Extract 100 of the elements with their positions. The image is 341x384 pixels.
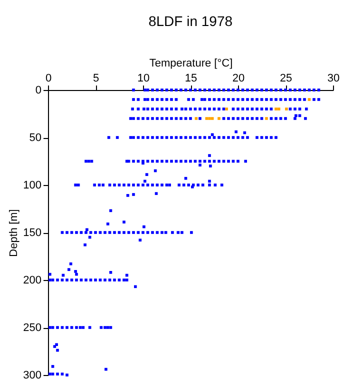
point [160, 231, 164, 234]
point [294, 117, 296, 120]
point [308, 88, 311, 92]
point [146, 98, 150, 101]
point [227, 160, 230, 163]
point [212, 108, 216, 110]
point [222, 98, 226, 101]
y-tick-label: 200 [23, 274, 42, 286]
point [146, 117, 150, 120]
point [160, 184, 164, 186]
point [107, 136, 110, 139]
point [198, 164, 202, 166]
point [304, 108, 308, 110]
point [132, 160, 135, 163]
point [192, 98, 195, 101]
point [265, 136, 268, 139]
point [70, 278, 74, 282]
point [298, 88, 302, 92]
point [156, 88, 159, 92]
point [122, 278, 126, 282]
point [265, 117, 268, 120]
point [113, 184, 116, 186]
point [284, 88, 287, 92]
point [208, 136, 211, 139]
point [142, 231, 144, 234]
point [294, 98, 296, 101]
point [98, 278, 102, 282]
point [256, 108, 258, 110]
point [225, 108, 228, 110]
point [303, 88, 306, 92]
point [312, 88, 316, 92]
point [154, 169, 157, 172]
point [236, 98, 240, 101]
point [270, 98, 273, 101]
point [132, 193, 135, 196]
point [160, 117, 164, 120]
point [74, 184, 77, 186]
point [298, 98, 302, 101]
point [201, 184, 204, 186]
point [214, 184, 217, 186]
point [132, 136, 135, 139]
point [136, 98, 140, 101]
point [198, 160, 202, 163]
point [232, 98, 235, 101]
point [170, 98, 173, 101]
point [246, 98, 249, 101]
point [118, 278, 121, 282]
point [75, 326, 78, 329]
point [222, 88, 226, 92]
point [174, 88, 178, 92]
point [256, 88, 258, 92]
point [241, 117, 244, 120]
point [288, 88, 292, 92]
point [108, 184, 112, 186]
point [164, 231, 168, 234]
point [189, 160, 192, 163]
point [151, 98, 154, 101]
point [212, 136, 216, 139]
point [210, 133, 214, 136]
point [87, 160, 90, 163]
point [189, 136, 192, 139]
point [194, 136, 197, 139]
point [234, 130, 238, 134]
point [108, 278, 112, 282]
point [51, 372, 54, 376]
point [222, 108, 226, 110]
point [241, 98, 244, 101]
point [66, 326, 68, 329]
point [198, 136, 202, 139]
point [104, 278, 106, 282]
point [200, 98, 204, 101]
x-tick-label: 20 [232, 72, 245, 84]
point [218, 136, 220, 139]
point [75, 278, 78, 282]
point [279, 88, 282, 92]
point [203, 88, 206, 92]
point [156, 136, 159, 139]
point [165, 184, 168, 186]
point [136, 136, 140, 139]
point [208, 108, 211, 110]
point [132, 231, 135, 234]
point [203, 136, 206, 139]
x-tick-label: 5 [92, 72, 100, 84]
point [250, 108, 254, 110]
point [218, 117, 220, 120]
point [243, 131, 246, 134]
point [284, 117, 287, 120]
point [94, 231, 97, 234]
point [294, 114, 298, 118]
point [270, 88, 273, 92]
point [279, 117, 282, 120]
x-tick-label: 25 [280, 72, 292, 84]
chart-title: 8LDF in 1978 [148, 13, 233, 29]
point [260, 98, 264, 101]
point [132, 88, 135, 92]
point [109, 326, 112, 329]
point [236, 88, 240, 92]
point [84, 243, 86, 246]
point [232, 136, 235, 139]
point [56, 348, 59, 352]
